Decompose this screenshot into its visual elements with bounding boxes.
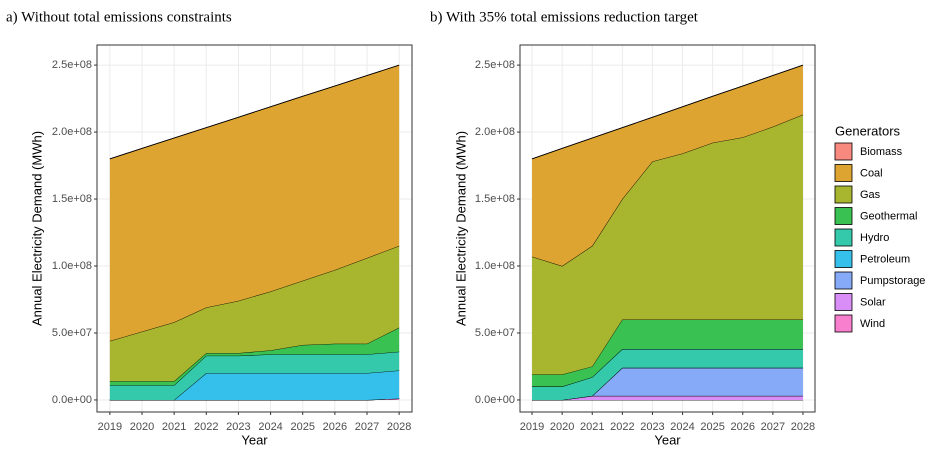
area <box>532 319 803 387</box>
y-tick-label: 2.0e+08 <box>52 126 92 138</box>
legend-key <box>834 164 853 182</box>
x-tick-label: 2024 <box>258 421 282 433</box>
x-tick-label: 2023 <box>226 421 250 433</box>
area <box>109 370 400 400</box>
area <box>532 114 803 375</box>
legend-key <box>834 250 853 268</box>
area <box>109 351 400 400</box>
legend-label: Hydro <box>860 232 889 244</box>
legend-label: Solar <box>860 296 886 308</box>
x-tick-label: 2022 <box>610 421 634 433</box>
legend-key <box>834 314 853 333</box>
x-tick-label: 2027 <box>761 421 785 433</box>
legend-key <box>834 228 853 247</box>
area-outline <box>531 64 804 160</box>
panel-title: a) Without total emissions constraints <box>6 9 232 25</box>
legend-label: Coal <box>860 167 883 179</box>
panel-border <box>519 44 816 413</box>
x-tick-label: 2025 <box>290 421 314 433</box>
x-tick-label: 2025 <box>700 421 724 433</box>
panel-title: b) With 35% total emissions reduction ta… <box>430 9 699 25</box>
y-tick-label: 0.0e+00 <box>475 394 515 406</box>
x-tick-label: 2021 <box>580 421 604 433</box>
legend-key <box>834 185 853 204</box>
x-tick-label: 2020 <box>550 421 574 433</box>
y-tick-label: 1.5e+08 <box>52 193 92 205</box>
x-tick-label: 2019 <box>520 421 544 433</box>
x-tick-label: 2022 <box>194 421 218 433</box>
area <box>532 349 803 400</box>
y-tick-label: 1.0e+08 <box>475 260 515 272</box>
legend-label: Petroleum <box>860 253 910 265</box>
x-tick-label: 2028 <box>791 421 815 433</box>
x-tick-label: 2020 <box>130 421 154 433</box>
y-axis-title: Annual Electricity Demand (MWh) <box>453 131 468 326</box>
panel-border <box>96 44 413 413</box>
legend-title: Generators <box>835 123 901 138</box>
y-tick-label: 2.0e+08 <box>475 126 515 138</box>
area <box>532 395 803 400</box>
area-outline <box>109 64 400 160</box>
legend-key <box>834 142 853 161</box>
y-tick-label: 2.5e+08 <box>475 59 515 71</box>
y-tick-label: 1.0e+08 <box>52 260 92 272</box>
x-axis-title: Year <box>241 432 268 447</box>
x-axis-title: Year <box>654 432 681 447</box>
legend-label: Biomass <box>860 146 903 158</box>
y-tick-label: 0.0e+00 <box>52 394 92 406</box>
legend-key <box>834 207 853 225</box>
x-tick-label: 2021 <box>162 421 186 433</box>
x-tick-label: 2027 <box>355 421 379 433</box>
x-tick-label: 2024 <box>670 421 694 433</box>
x-tick-label: 2023 <box>640 421 664 433</box>
legend-label: Geothermal <box>860 210 917 222</box>
legend-label: Gas <box>860 189 881 201</box>
area <box>532 367 803 400</box>
legend-label: Wind <box>860 318 885 330</box>
legend-key <box>834 271 853 290</box>
y-tick-label: 5.0e+07 <box>475 327 515 339</box>
y-tick-label: 2.5e+08 <box>52 59 92 71</box>
y-tick-label: 5.0e+07 <box>52 327 92 339</box>
y-tick-label: 1.5e+08 <box>475 193 515 205</box>
area <box>109 65 400 342</box>
x-tick-label: 2026 <box>323 421 347 433</box>
y-axis-title: Annual Electricity Demand (MWh) <box>29 131 44 326</box>
x-tick-label: 2028 <box>387 421 411 433</box>
x-tick-label: 2019 <box>98 421 122 433</box>
legend-key <box>834 293 853 311</box>
area <box>532 65 803 267</box>
legend-label: Pumpstorage <box>860 275 925 287</box>
area <box>109 245 400 382</box>
x-tick-label: 2026 <box>731 421 755 433</box>
